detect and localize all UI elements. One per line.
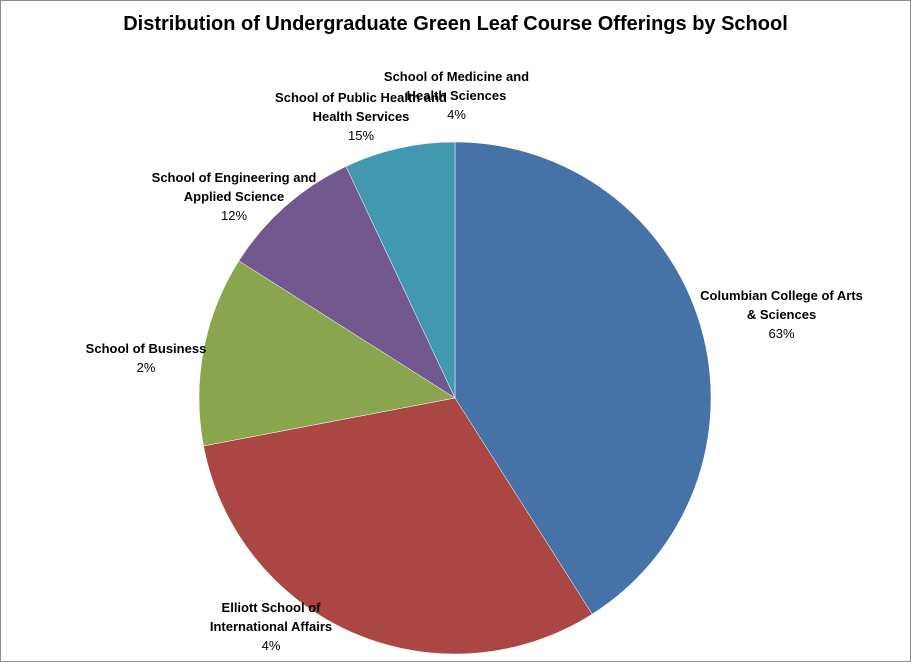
slice-name-engineering: School of Engineering and Applied Scienc… bbox=[151, 170, 317, 204]
chart-title: Distribution of Undergraduate Green Leaf… bbox=[123, 13, 788, 35]
pie-slice-school-of-medicine-and-health-sciences bbox=[345, 141, 456, 399]
slice-name-columbian: Columbian College of Arts & Sciences bbox=[700, 288, 863, 322]
slice-percent-elliott: 4% bbox=[261, 638, 281, 653]
slice-percent-engineering: 12% bbox=[220, 208, 248, 223]
slice-label-engineering: School of Engineering and Applied Scienc… bbox=[134, 168, 334, 225]
slice-name-elliott: Elliott School of International Affairs bbox=[209, 600, 333, 634]
slice-name-public-health: School of Public Health and Health Servi… bbox=[275, 90, 447, 124]
slice-percent-public-health: 15% bbox=[347, 128, 375, 143]
pie-slice-columbian-college-of-arts-sciences bbox=[454, 141, 712, 615]
slice-label-public-health: School of Public Health and Health Servi… bbox=[256, 88, 466, 145]
slice-name-medicine: School of Medicine and Health Sciences bbox=[383, 69, 530, 103]
pie-slice-school-of-engineering-and-applied-science bbox=[238, 166, 456, 399]
pie-slice-elliott-school-of-international-affairs bbox=[203, 397, 593, 655]
slice-label-columbian: Columbian College of Arts & Sciences 63% bbox=[689, 286, 874, 343]
slice-name-business: School of Business bbox=[85, 341, 207, 356]
slice-percent-columbian: 63% bbox=[768, 326, 795, 341]
slice-percent-medicine: 4% bbox=[447, 107, 466, 122]
slice-percent-business: 2% bbox=[136, 360, 156, 375]
slice-label-medicine: School of Medicine and Health Sciences 4… bbox=[364, 67, 549, 124]
slice-label-elliott: Elliott School of International Affairs … bbox=[191, 598, 351, 655]
slice-label-business: School of Business 2% bbox=[71, 339, 221, 377]
pie-slices bbox=[198, 141, 712, 655]
pie-slice-school-of-business bbox=[198, 260, 456, 447]
